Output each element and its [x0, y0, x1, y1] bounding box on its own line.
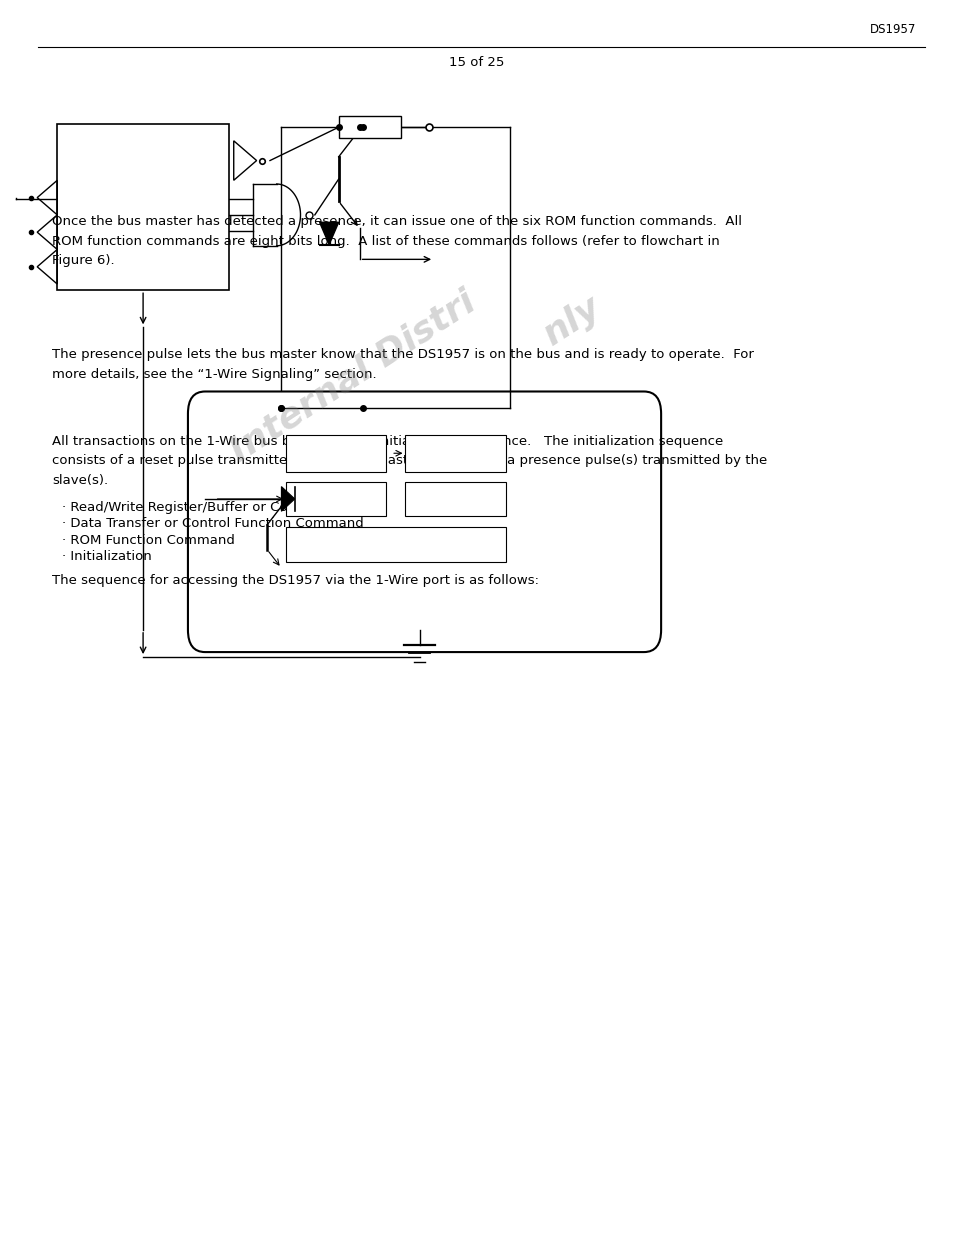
Text: nly: nly — [537, 290, 607, 352]
Text: Internal Distri: Internal Distri — [224, 285, 481, 468]
Text: · Read/Write Register/Buffer or Control: · Read/Write Register/Buffer or Control — [62, 501, 318, 515]
Text: slave(s).: slave(s). — [52, 474, 109, 488]
Text: DS1957: DS1957 — [868, 22, 915, 36]
Text: · Initialization: · Initialization — [62, 550, 152, 563]
Text: · ROM Function Command: · ROM Function Command — [62, 534, 234, 547]
Text: more details, see the “1-Wire Signaling” section.: more details, see the “1-Wire Signaling”… — [52, 368, 376, 382]
Bar — [57, 124, 229, 290]
Text: The sequence for accessing the DS1957 via the 1-Wire port is as follows:: The sequence for accessing the DS1957 vi… — [52, 574, 538, 588]
Polygon shape — [319, 222, 338, 245]
Bar — [405, 482, 505, 516]
Text: consists of a reset pulse transmitted by the bus master followed by a presence p: consists of a reset pulse transmitted by… — [52, 454, 767, 468]
Text: ROM function commands are eight bits long.  A list of these commands follows (re: ROM function commands are eight bits lon… — [52, 235, 720, 248]
Text: Once the bus master has detected a presence, it can issue one of the six ROM fun: Once the bus master has detected a prese… — [52, 215, 741, 228]
FancyBboxPatch shape — [188, 391, 660, 652]
Text: All transactions on the 1-Wire bus begin with an initialization sequence.   The : All transactions on the 1-Wire bus begin… — [52, 435, 723, 448]
Text: Figure 6).: Figure 6). — [52, 254, 115, 268]
Bar — [286, 435, 386, 472]
Bar — [405, 435, 505, 472]
Bar — [286, 527, 505, 562]
Bar — [338, 116, 400, 138]
Bar — [286, 482, 386, 516]
Text: · Data Transfer or Control Function Command: · Data Transfer or Control Function Comm… — [62, 517, 363, 531]
Text: 15 of 25: 15 of 25 — [449, 56, 504, 69]
Text: The presence pulse lets the bus master know that the DS1957 is on the bus and is: The presence pulse lets the bus master k… — [52, 348, 754, 362]
Polygon shape — [281, 487, 294, 511]
